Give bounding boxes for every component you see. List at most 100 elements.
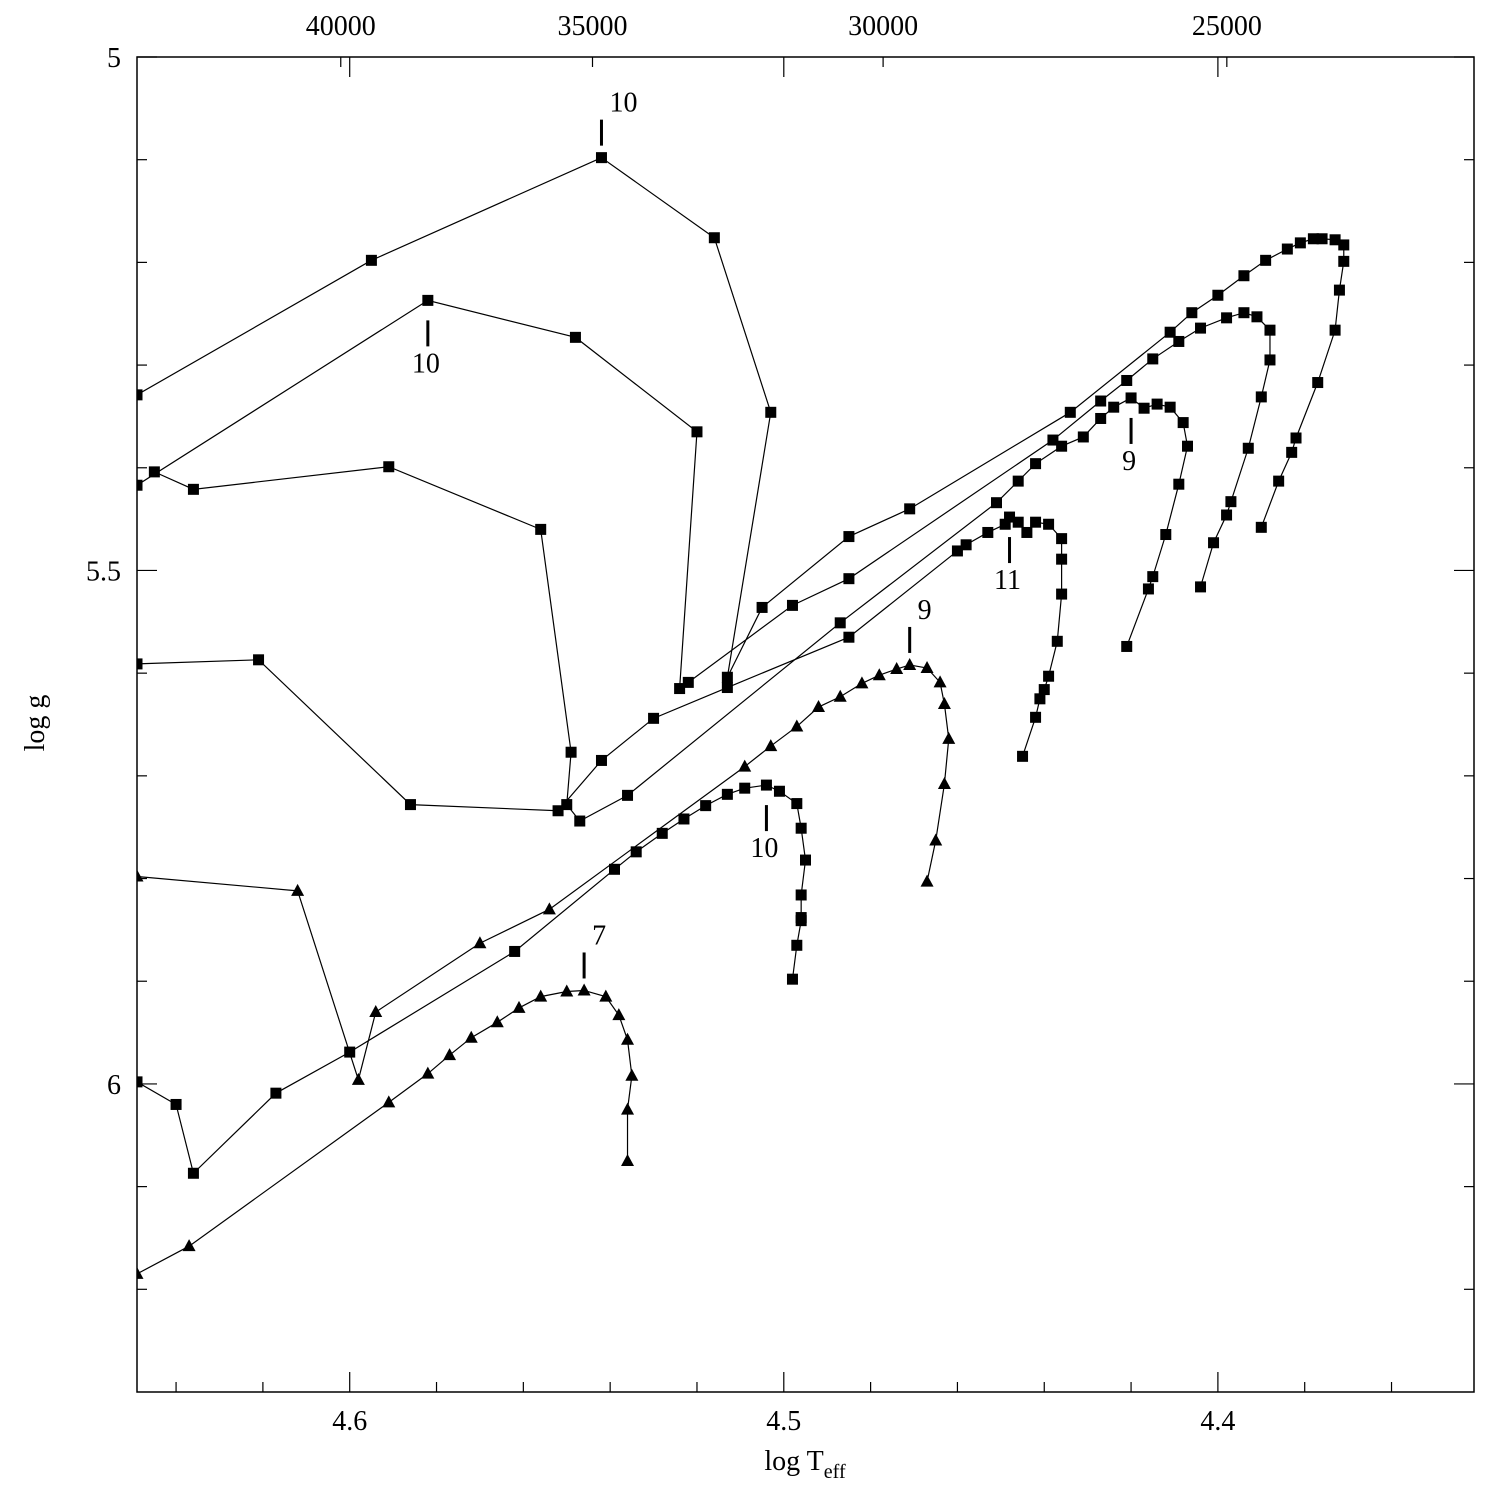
square-marker	[187, 483, 199, 495]
track-line	[137, 664, 950, 1082]
square-marker	[1173, 335, 1185, 347]
square-marker	[509, 945, 521, 957]
square-marker	[1316, 233, 1328, 245]
square-marker	[574, 815, 586, 827]
square-marker	[1208, 537, 1220, 549]
triangle-marker	[625, 1068, 639, 1081]
x-tick-label: 4.4	[1200, 1406, 1235, 1437]
triangle-marker	[464, 1030, 478, 1043]
triangle-marker	[933, 675, 947, 688]
triangle-marker	[942, 731, 956, 744]
square-marker	[1051, 635, 1063, 647]
square-marker	[756, 601, 768, 613]
square-marker	[137, 658, 143, 670]
square-marker	[982, 526, 994, 538]
y-axis-label: log g	[20, 695, 51, 752]
x2-tick-label: 30000	[848, 11, 918, 42]
square-marker	[595, 754, 607, 766]
square-marker	[1047, 434, 1059, 446]
square-marker	[1030, 711, 1042, 723]
annotation-label: 9	[1122, 446, 1136, 477]
triangle-marker	[833, 689, 847, 702]
square-marker	[1238, 270, 1250, 282]
square-marker	[609, 863, 620, 875]
square-marker	[1077, 431, 1089, 443]
square-marker	[1255, 521, 1267, 533]
square-marker	[786, 973, 798, 985]
y-tick-label: 5.5	[86, 556, 121, 587]
square-marker	[1338, 239, 1350, 251]
square-marker	[1125, 392, 1137, 404]
triangle-marker	[182, 1239, 196, 1252]
square-marker	[795, 889, 807, 901]
square-marker	[187, 1167, 199, 1179]
square-marker	[1038, 684, 1050, 696]
square-marker	[1160, 529, 1172, 541]
square-marker	[1138, 402, 1150, 414]
square-marker	[1273, 475, 1285, 487]
square-marker	[422, 294, 434, 306]
annotation-label: 9	[918, 595, 932, 626]
square-marker	[1338, 255, 1350, 267]
y-tick-label: 5	[107, 43, 121, 74]
square-marker	[700, 800, 712, 812]
triangle-marker	[512, 1000, 526, 1013]
square-marker	[383, 461, 395, 473]
triangle-marker	[369, 1005, 383, 1018]
square-marker	[1225, 496, 1237, 508]
square-marker	[1333, 284, 1345, 296]
square-marker	[1056, 440, 1068, 452]
square-marker	[1121, 374, 1133, 386]
square-marker	[404, 799, 416, 811]
square-marker	[1312, 377, 1324, 389]
annotation-label: 11	[994, 565, 1021, 596]
square-marker	[552, 805, 564, 817]
triangle-marker	[612, 1008, 626, 1021]
square-marker	[1095, 395, 1107, 407]
square-marker	[1177, 417, 1189, 429]
y-tick-label: 6	[107, 1070, 121, 1101]
annotation-label: 10	[609, 88, 637, 119]
square-marker	[1221, 509, 1233, 521]
square-marker	[148, 466, 160, 478]
triangle-marker	[291, 883, 305, 896]
x-axis-label-main: log T	[764, 1446, 823, 1477]
square-marker	[1294, 237, 1306, 249]
square-marker	[1021, 526, 1033, 538]
annotation-label: 7	[592, 920, 606, 951]
triangle-marker	[577, 983, 591, 996]
square-marker	[843, 631, 855, 643]
square-marker	[1147, 353, 1159, 365]
square-marker	[1260, 254, 1272, 266]
square-marker	[1329, 324, 1341, 336]
triangle-marker	[137, 1266, 144, 1279]
square-marker	[1147, 571, 1159, 583]
square-marker	[648, 712, 660, 724]
triangle-marker	[929, 833, 943, 846]
x2-tick-label: 40000	[306, 11, 376, 42]
triangle-marker	[351, 1072, 365, 1085]
triangle-marker	[542, 902, 556, 915]
square-marker	[630, 846, 642, 858]
square-marker	[678, 813, 690, 825]
square-marker	[682, 676, 694, 688]
triangle-marker	[855, 676, 869, 689]
triangle-marker	[920, 874, 934, 887]
triangle-marker	[443, 1048, 457, 1061]
square-marker	[565, 746, 577, 758]
square-marker	[834, 617, 846, 629]
square-marker	[1255, 391, 1267, 403]
square-marker	[137, 479, 143, 491]
square-marker	[1173, 478, 1185, 490]
square-marker	[1056, 553, 1068, 565]
square-marker	[1030, 516, 1042, 528]
square-marker	[721, 682, 733, 694]
square-marker	[1264, 324, 1276, 336]
square-marker	[1095, 412, 1107, 424]
square-marker	[1195, 322, 1207, 334]
x-axis-label-subscript: eff	[824, 1461, 846, 1483]
triangle-marker	[621, 1102, 635, 1115]
square-marker	[904, 503, 916, 515]
square-marker	[137, 1076, 143, 1088]
square-marker	[721, 788, 733, 800]
